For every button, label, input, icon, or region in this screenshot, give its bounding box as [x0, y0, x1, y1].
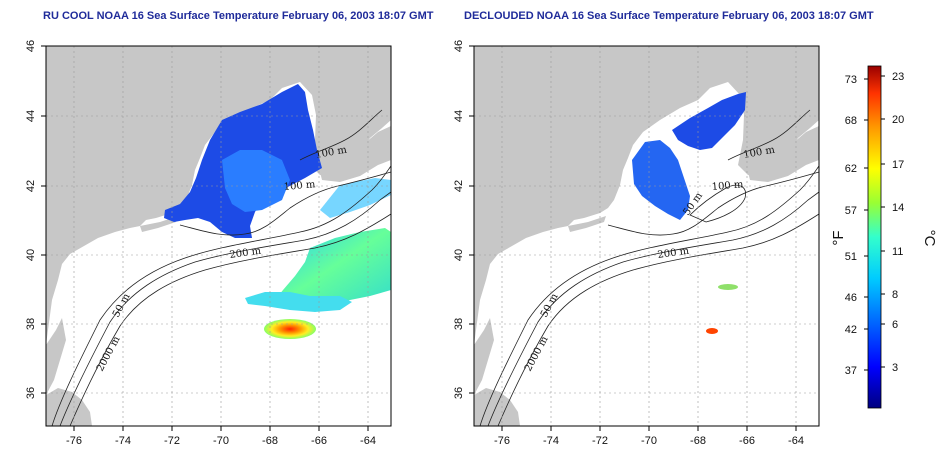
right-x-tick-label: -64 — [788, 435, 804, 447]
colorbar-c-tick-label: 6 — [892, 319, 898, 331]
left-y-tick-label: 44 — [25, 110, 37, 122]
right-tick-marks — [469, 45, 797, 431]
colorbar-c-tick-label: 11 — [892, 246, 903, 258]
left-contour-label-100m-b: 100 m — [283, 179, 316, 193]
colorbar-f-tick-label: 57 — [845, 205, 857, 217]
right-map-nc-coast — [474, 388, 520, 426]
colorbar-c-tick-label: 20 — [892, 114, 904, 126]
colorbar-f-tick-label: 73 — [845, 74, 857, 86]
map-title-left: RU COOL NOAA 16 Sea Surface Temperature … — [43, 10, 434, 22]
right-map-land — [474, 46, 819, 345]
left-sst-warm-band — [275, 228, 391, 306]
left-x-tick-label: -68 — [262, 435, 278, 447]
colorbar-f-tick-label: 62 — [845, 163, 857, 175]
left-x-tick-label: -66 — [311, 435, 327, 447]
left-map-nc-coast — [46, 388, 92, 426]
colorbar-gradient — [867, 65, 882, 409]
colorbar-f-tick-label: 51 — [845, 251, 857, 263]
colorbar-f-ticks — [864, 78, 868, 371]
colorbar-f-tick-label: 42 — [845, 324, 857, 336]
left-sst-fragments — [320, 178, 391, 218]
left-y-tick-label: 42 — [25, 180, 37, 192]
right-y-tick-label: 38 — [453, 318, 465, 330]
colorbar-c-tick-label: 3 — [892, 362, 898, 374]
left-sst-cool-shelf — [222, 150, 290, 212]
left-map-long-island — [140, 216, 178, 232]
left-x-tick-label: -64 — [360, 435, 376, 447]
left-map-land — [46, 46, 391, 345]
colorbar-celsius-label: °C — [921, 230, 938, 247]
colorbar-c-tick-label: 14 — [892, 202, 904, 214]
right-map-long-island — [568, 216, 606, 232]
colorbar-fahrenheit-label: °F — [830, 230, 847, 245]
left-x-tick-label: -70 — [213, 435, 229, 447]
colorbar-c-ticks — [881, 75, 885, 368]
right-x-tick-label: -68 — [690, 435, 706, 447]
colorbar: 73 68 62 57 51 46 42 37 23 20 17 14 11 8… — [830, 65, 938, 409]
right-x-tick-label: -72 — [592, 435, 608, 447]
right-contour-label-200m: 200 m — [657, 246, 690, 261]
right-gridlines — [474, 46, 819, 426]
left-gridlines — [46, 46, 391, 426]
right-x-tick-labels: -76 -74 -72 -70 -68 -66 -64 — [494, 435, 804, 447]
right-x-tick-label: -70 — [641, 435, 657, 447]
left-x-tick-label: -72 — [164, 435, 180, 447]
left-y-tick-label: 46 — [25, 40, 37, 52]
colorbar-f-tick-label: 68 — [845, 115, 857, 127]
right-y-tick-label: 40 — [453, 249, 465, 261]
colorbar-f-labels: 73 68 62 57 51 46 42 37 — [845, 74, 857, 377]
left-x-tick-label: -76 — [66, 435, 82, 447]
right-map-frame — [473, 45, 820, 427]
left-map-frame — [45, 45, 392, 427]
right-bathymetry-contours — [479, 109, 820, 427]
left-map-nova-scotia — [320, 126, 391, 182]
left-map-panel: 100 m 100 m 200 m 50 m 2000 m -76 -74 -7… — [25, 40, 392, 447]
right-contour-label-100m-b: 100 m — [711, 179, 744, 193]
colorbar-c-tick-label: 23 — [892, 71, 904, 83]
colorbar-c-tick-label: 8 — [892, 289, 898, 301]
right-y-tick-label: 44 — [453, 110, 465, 122]
left-y-tick-label: 40 — [25, 249, 37, 261]
right-map-nova-scotia — [748, 126, 819, 182]
colorbar-c-tick-label: 17 — [892, 159, 904, 171]
right-x-tick-label: -74 — [543, 435, 559, 447]
right-x-tick-label: -76 — [494, 435, 510, 447]
right-y-tick-labels: 46 44 42 40 38 36 — [453, 40, 465, 399]
right-map-delmarva — [474, 318, 494, 395]
right-y-tick-label: 36 — [453, 387, 465, 399]
right-y-tick-label: 42 — [453, 180, 465, 192]
right-y-tick-label: 46 — [453, 40, 465, 52]
right-sst-eddy — [706, 328, 718, 334]
right-x-tick-label: -66 — [739, 435, 755, 447]
left-bathymetry-contours — [51, 109, 392, 427]
left-contour-label-200m: 200 m — [229, 246, 262, 261]
left-tick-marks — [41, 45, 369, 431]
right-sst-gulf-of-maine — [672, 92, 746, 150]
left-x-tick-label: -74 — [115, 435, 131, 447]
colorbar-f-tick-label: 37 — [845, 365, 857, 377]
right-map-panel: 100 m 100 m 200 m 50 m 2000 m 50 m -76 -… — [453, 40, 820, 447]
left-y-tick-labels: 46 44 42 40 38 36 — [25, 40, 37, 399]
colorbar-f-tick-label: 46 — [845, 292, 857, 304]
left-y-tick-label: 36 — [25, 387, 37, 399]
colorbar-c-labels: 23 20 17 14 11 8 6 3 — [892, 71, 904, 374]
right-sst-shelf — [632, 140, 690, 220]
left-sst-eddy — [264, 319, 316, 339]
map-title-right: DECLOUDED NOAA 16 Sea Surface Temperatur… — [464, 10, 874, 22]
left-y-tick-label: 38 — [25, 318, 37, 330]
right-sst-green-patch — [718, 284, 738, 290]
left-sst-warm-band-2 — [245, 292, 352, 312]
left-map-delmarva — [46, 318, 66, 395]
left-x-tick-labels: -76 -74 -72 -70 -68 -66 -64 — [66, 435, 376, 447]
